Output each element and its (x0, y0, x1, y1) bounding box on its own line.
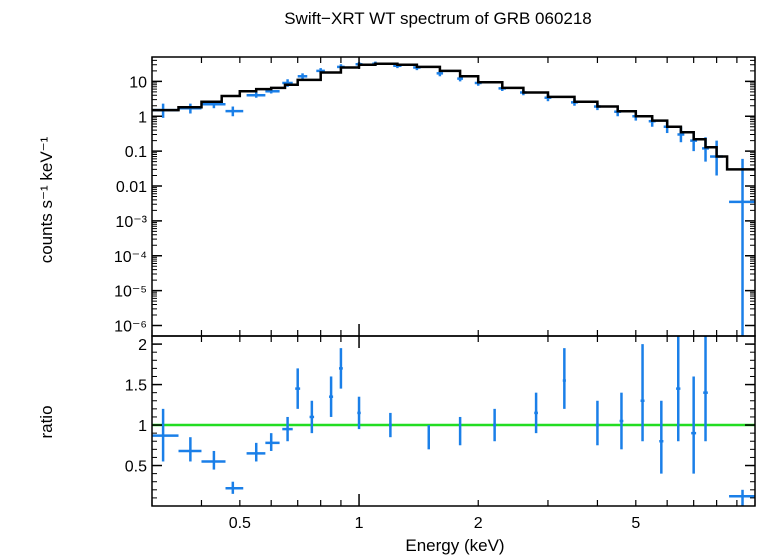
spectrum-data-point (225, 106, 244, 117)
spectrum-data-point (178, 103, 202, 114)
spectrum-data-layer (152, 61, 755, 336)
ratio-data-point (388, 412, 392, 438)
ratio-frame (151, 335, 756, 507)
x-axis-label: Energy (keV) (405, 536, 504, 555)
spectrum-frame (151, 56, 756, 337)
ratio-data-point (246, 442, 266, 462)
y-tick-label: 10⁻³ (115, 214, 147, 231)
ratio-data-point (329, 376, 334, 417)
ratio-data-point (595, 400, 600, 446)
y-tick-label: 2 (138, 337, 147, 354)
y-tick-label: 10⁻⁵ (114, 284, 147, 301)
spectrum-data-point (729, 158, 755, 336)
x-tick-label: 2 (474, 515, 483, 532)
ratio-data-layer (152, 336, 755, 506)
ratio-data-point (562, 348, 566, 409)
y-tick-label: 1 (138, 418, 147, 435)
ratio-data-point (357, 396, 361, 430)
ratio-data-point (338, 348, 343, 389)
ratio-data-point (691, 376, 697, 474)
ratio-data-point (703, 336, 708, 442)
y-tick-label: 0.01 (116, 179, 147, 196)
ratio-data-point (309, 400, 315, 434)
ratio-data-point (178, 437, 202, 462)
spectrum-model-layer (152, 62, 755, 171)
spectrum-data-point (710, 140, 723, 176)
x-tick-label: 0.5 (229, 515, 251, 532)
ratio-data-point (282, 416, 293, 442)
ratio-data-point (225, 481, 244, 494)
ratio-data-point (619, 392, 624, 450)
ratio-data-point (640, 344, 645, 442)
ratio-data-point (729, 489, 755, 506)
ratio-data-point (265, 433, 280, 451)
y-axis-label-ratio: ratio (37, 405, 56, 438)
ratio-data-point (295, 368, 301, 409)
y-tick-label: 0.1 (125, 144, 147, 161)
ratio-data-point (152, 408, 179, 462)
ratio-data-point (493, 408, 497, 442)
ratio-data-point (427, 425, 431, 450)
ratio-data-point (659, 400, 664, 474)
spectrum-data-point (246, 92, 266, 98)
y-tick-label: 1.5 (125, 378, 147, 395)
x-tick-label: 1 (355, 515, 364, 532)
chart-title: Swift−XRT WT spectrum of GRB 060218 (284, 9, 592, 28)
x-tick-label: 5 (631, 515, 640, 532)
y-tick-label: 10⁻⁴ (114, 249, 147, 266)
ratio-data-point (676, 336, 681, 442)
ratio-data-point (201, 450, 226, 470)
spectrum-model-line (152, 62, 755, 171)
axes-layer: 0.5 1 2 5 10 1 0.1 0.01 10⁻³ 10⁻⁴ 10⁻⁵ 10⁻⁶ 0.5 1 1.5 2 (114, 56, 756, 532)
y-tick-label: 10 (129, 74, 147, 91)
y-tick-label: 10⁻⁶ (114, 319, 147, 336)
y-tick-label: 1 (138, 109, 147, 126)
ratio-data-point (458, 416, 462, 446)
y-tick-label: 0.5 (125, 459, 147, 476)
y-axis-label-spectrum: counts s⁻¹ keV⁻¹ (37, 136, 56, 263)
ratio-data-point (534, 392, 538, 434)
